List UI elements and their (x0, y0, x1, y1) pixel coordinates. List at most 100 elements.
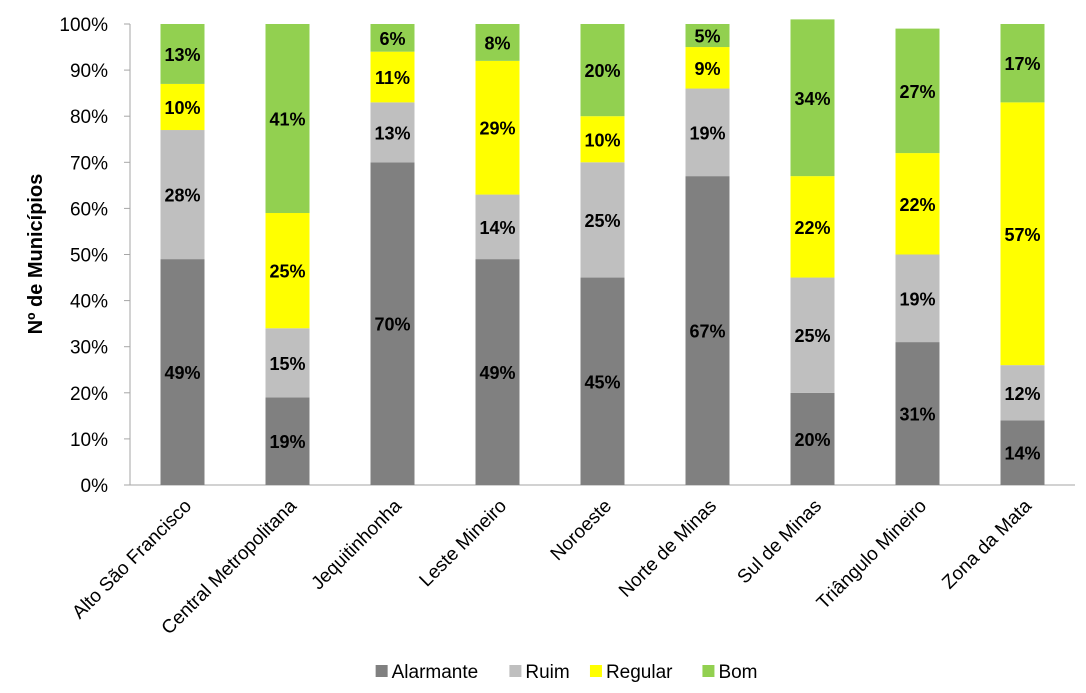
bar-segment-bom (370, 24, 415, 52)
bar-segment-alarmante (580, 277, 625, 485)
bar-segment-alarmante (685, 176, 730, 485)
bar-segment-ruim (895, 254, 940, 343)
bar-segment-regular (580, 116, 625, 163)
data-label: 11% (375, 68, 410, 88)
data-label: 27% (899, 82, 935, 102)
data-label: 22% (899, 195, 935, 215)
y-tick-label: 40% (70, 292, 108, 313)
bar-segment-alarmante (370, 162, 415, 486)
data-label: 28% (164, 186, 200, 206)
data-label: 5% (694, 27, 720, 47)
data-label: 9% (694, 59, 720, 79)
y-tick-label: 60% (70, 199, 108, 220)
bar-segment-ruim (265, 328, 310, 398)
legend-swatch-regular (589, 665, 602, 677)
bar-segment-regular (895, 153, 940, 255)
data-label: 45% (584, 372, 620, 392)
data-label: 15% (269, 354, 305, 374)
y-tick-label: 50% (70, 246, 108, 267)
data-label: 34% (794, 89, 830, 109)
x-tick-label: Sul de Minas (734, 496, 827, 589)
y-tick-label: 10% (70, 430, 108, 451)
y-tick-label: 30% (70, 338, 108, 359)
x-tick-label: Noroeste (547, 496, 616, 565)
x-tick-label: Zona da Mata (938, 495, 1036, 593)
data-label: 13% (164, 45, 200, 65)
y-axis-title: Nº de Municípios (25, 174, 47, 335)
data-label: 20% (584, 61, 620, 81)
bar-segment-ruim (685, 88, 730, 177)
bar-segment-ruim (370, 102, 415, 163)
bar-segment-bom (685, 24, 730, 48)
bar-segment-bom (475, 24, 520, 61)
bar-segment-bom (895, 28, 940, 154)
data-label: 10% (584, 130, 620, 150)
data-label: 20% (794, 430, 830, 450)
data-label: 6% (379, 29, 405, 49)
bar-segment-alarmante (475, 259, 520, 485)
bar-segment-ruim (580, 162, 625, 278)
bar-segment-alarmante (265, 397, 310, 485)
bar-segment-alarmante (160, 259, 205, 485)
bar-segment-regular (475, 60, 520, 195)
x-tick-label: Jequitinhonha (308, 495, 407, 594)
data-label: 22% (794, 218, 830, 238)
data-label: 49% (164, 363, 200, 383)
bar-segment-bom (160, 24, 205, 84)
bar-segment-bom (790, 19, 835, 177)
bar-segment-ruim (1000, 365, 1045, 421)
x-tick-label: Leste Mineiro (416, 496, 512, 592)
data-label: 10% (164, 98, 200, 118)
legend-swatch-ruim (509, 665, 522, 677)
data-label: 13% (374, 123, 410, 143)
bar-segment-ruim (475, 194, 520, 260)
bar-segment-alarmante (790, 392, 835, 485)
data-label: 31% (899, 405, 935, 425)
data-label: 70% (374, 315, 410, 335)
data-label: 41% (269, 110, 305, 130)
y-tick-label: 90% (70, 61, 108, 82)
bar-segment-alarmante (895, 342, 940, 485)
bar-segment-regular (265, 213, 310, 329)
bar-segment-regular (370, 51, 415, 103)
legend-label: Regular (606, 662, 673, 683)
data-label: 67% (689, 322, 725, 342)
bar-segment-bom (265, 24, 310, 214)
data-label: 29% (479, 119, 515, 139)
bar-segment-bom (1000, 24, 1045, 103)
legend-label: Ruim (525, 662, 569, 683)
data-label: 57% (1004, 225, 1040, 245)
bar-segment-alarmante (1000, 420, 1045, 485)
legend-swatch-alarmante (375, 665, 388, 677)
data-label: 8% (484, 33, 510, 53)
bar-segment-regular (160, 83, 205, 131)
y-tick-label: 20% (70, 384, 108, 405)
data-label: 14% (479, 218, 515, 238)
bar-segment-bom (580, 24, 625, 117)
bar-segment-regular (685, 47, 730, 89)
data-label: 14% (1004, 444, 1040, 464)
data-label: 19% (689, 123, 725, 143)
y-tick-label: 80% (70, 107, 108, 128)
data-label: 25% (794, 326, 830, 346)
bar-segment-ruim (790, 277, 835, 393)
data-label: 25% (584, 211, 620, 231)
bar-segment-ruim (160, 130, 205, 260)
y-tick-label: 100% (59, 15, 108, 36)
data-label: 25% (269, 262, 305, 282)
bar-segment-regular (790, 176, 835, 278)
x-tick-label: Triângulo Mineiro (813, 496, 931, 614)
y-tick-label: 70% (70, 153, 108, 174)
legend-swatch-bom (702, 665, 715, 677)
data-label: 49% (479, 363, 515, 383)
bar-segment-regular (1000, 102, 1045, 366)
data-label: 19% (269, 432, 305, 452)
x-tick-label: Norte de Minas (615, 496, 721, 602)
data-label: 17% (1004, 54, 1040, 74)
data-label: 12% (1004, 384, 1040, 404)
legend-label: Bom (718, 662, 757, 683)
legend-label: Alarmante (392, 662, 479, 683)
y-tick-label: 0% (81, 476, 109, 497)
